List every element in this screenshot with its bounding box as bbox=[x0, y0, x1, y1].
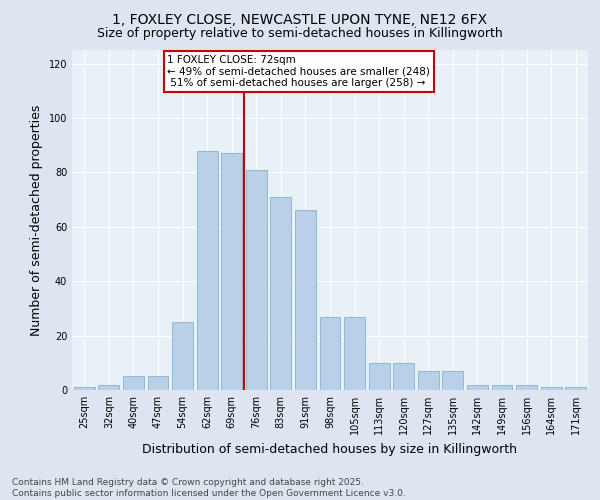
Bar bbox=[541, 388, 562, 390]
Bar bbox=[368, 363, 389, 390]
Bar bbox=[271, 197, 292, 390]
Bar bbox=[393, 363, 414, 390]
Bar bbox=[491, 384, 512, 390]
Bar bbox=[148, 376, 169, 390]
Bar bbox=[467, 384, 488, 390]
Bar bbox=[98, 384, 119, 390]
Bar bbox=[344, 316, 365, 390]
Bar bbox=[221, 154, 242, 390]
Bar bbox=[442, 371, 463, 390]
Bar bbox=[172, 322, 193, 390]
Bar bbox=[516, 384, 537, 390]
Bar bbox=[565, 388, 586, 390]
Text: 1, FOXLEY CLOSE, NEWCASTLE UPON TYNE, NE12 6FX: 1, FOXLEY CLOSE, NEWCASTLE UPON TYNE, NE… bbox=[112, 12, 488, 26]
Bar bbox=[74, 388, 95, 390]
X-axis label: Distribution of semi-detached houses by size in Killingworth: Distribution of semi-detached houses by … bbox=[143, 442, 517, 456]
Bar bbox=[295, 210, 316, 390]
Bar bbox=[123, 376, 144, 390]
Bar bbox=[197, 150, 218, 390]
Bar bbox=[320, 316, 340, 390]
Bar bbox=[246, 170, 267, 390]
Text: 1 FOXLEY CLOSE: 72sqm
← 49% of semi-detached houses are smaller (248)
 51% of se: 1 FOXLEY CLOSE: 72sqm ← 49% of semi-deta… bbox=[167, 55, 430, 88]
Y-axis label: Number of semi-detached properties: Number of semi-detached properties bbox=[30, 104, 43, 336]
Text: Size of property relative to semi-detached houses in Killingworth: Size of property relative to semi-detach… bbox=[97, 28, 503, 40]
Bar bbox=[418, 371, 439, 390]
Text: Contains HM Land Registry data © Crown copyright and database right 2025.
Contai: Contains HM Land Registry data © Crown c… bbox=[12, 478, 406, 498]
